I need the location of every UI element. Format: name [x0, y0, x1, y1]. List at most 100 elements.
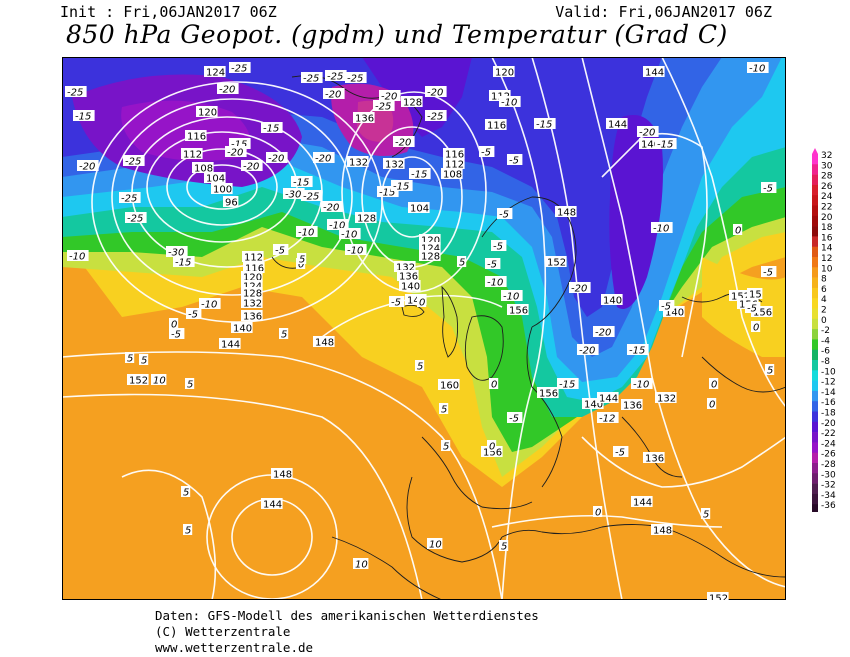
geopotential-label: 112 — [443, 158, 465, 171]
geopotential-label: 96 — [223, 196, 239, 209]
svg-text:-30: -30 — [285, 190, 301, 201]
temperature-label: 0 — [487, 440, 497, 453]
svg-text:-10: -10 — [298, 228, 314, 239]
colorbar-label: -2 — [821, 326, 830, 336]
svg-text:-5: -5 — [493, 242, 503, 253]
colorbar-label: -6 — [821, 347, 830, 357]
temperature-label: 5 — [499, 540, 509, 553]
svg-text:-12: -12 — [599, 414, 615, 425]
colorbar-cell — [812, 154, 818, 165]
svg-text:-5: -5 — [275, 246, 285, 257]
temperature-label: -10 — [339, 228, 361, 241]
temperature-label: -5 — [169, 328, 185, 341]
temperature-label: -10 — [327, 219, 349, 232]
svg-text:120: 120 — [243, 273, 262, 284]
geopotential-label: 144 — [631, 496, 653, 509]
svg-text:5: 5 — [299, 255, 305, 266]
svg-text:-25: -25 — [427, 112, 443, 123]
geopotential-label: 116 — [443, 148, 465, 161]
colorbar-cell — [812, 463, 818, 474]
svg-text:156: 156 — [509, 306, 528, 317]
temperature-label: 0 — [751, 321, 761, 334]
temperature-label: 0 — [417, 296, 427, 309]
colorbar-label: 26 — [821, 182, 833, 192]
temperature-label: 10 — [151, 374, 167, 387]
temperature-label: -5 — [273, 244, 289, 257]
geopotential-label: 136 — [353, 112, 375, 125]
svg-text:136: 136 — [645, 454, 664, 465]
temperature-label: -20 — [569, 282, 591, 295]
temperature-label: -10 — [651, 222, 673, 235]
colorbar-cell — [812, 390, 818, 402]
temperature-label: -20 — [217, 83, 239, 96]
svg-text:-15: -15 — [393, 182, 409, 193]
svg-text:148: 148 — [557, 208, 576, 219]
temperature-label: 5 — [765, 364, 775, 377]
geopotential-label: 132 — [655, 392, 677, 405]
geopotential-label: 116 — [243, 262, 265, 275]
svg-text:100: 100 — [213, 185, 232, 196]
colorbar-label: 12 — [821, 254, 832, 264]
colorbar-label: 10 — [821, 264, 833, 274]
geopotential-label: 140 — [231, 322, 253, 335]
colorbar-label: -12 — [821, 378, 836, 388]
geopotential-label: 156 — [751, 306, 773, 319]
svg-text:132: 132 — [396, 263, 415, 274]
svg-text:0: 0 — [735, 226, 741, 237]
svg-text:144: 144 — [608, 120, 627, 131]
temperature-label: -25 — [301, 190, 323, 203]
geopotential-label: 128 — [241, 287, 263, 300]
svg-text:-20: -20 — [325, 90, 341, 101]
geopotential-label: 104 — [408, 202, 430, 215]
colorbar-label: -4 — [821, 336, 830, 346]
geopotential-label: 136 — [241, 310, 263, 323]
svg-text:128: 128 — [403, 98, 422, 109]
colorbar-cell — [812, 452, 818, 464]
svg-text:-25: -25 — [303, 192, 319, 203]
svg-text:-25: -25 — [125, 157, 141, 168]
temperature-label: -5 — [485, 258, 501, 271]
colorbar-label: -14 — [821, 388, 836, 398]
svg-text:-10: -10 — [503, 292, 519, 303]
temperature-label: -15 — [627, 344, 649, 357]
geopotential-label: 156 — [507, 304, 529, 317]
svg-text:-15: -15 — [293, 178, 309, 189]
temperature-label: 5 — [439, 403, 449, 416]
svg-text:-10: -10 — [487, 278, 503, 289]
svg-text:112: 112 — [244, 253, 263, 264]
geopotential-label: 116 — [485, 119, 507, 132]
colorbar-label: -24 — [821, 439, 836, 449]
colorbar-cell — [812, 421, 818, 433]
temperature-label: 5 — [185, 378, 195, 391]
svg-text:0: 0 — [489, 442, 495, 453]
svg-text:-20: -20 — [571, 284, 587, 295]
colorbar-cell — [812, 236, 818, 247]
geopotential-label: 132 — [347, 156, 369, 169]
svg-text:-10: -10 — [633, 380, 649, 391]
geopotential-label: 104 — [204, 172, 226, 185]
svg-text:152: 152 — [731, 292, 750, 303]
colorbar-label: 18 — [821, 223, 833, 233]
svg-text:156: 156 — [753, 308, 772, 319]
svg-text:-20: -20 — [427, 88, 443, 99]
colorbar-cell — [812, 339, 818, 350]
temperature-label: -5 — [507, 154, 523, 167]
colorbar-label: 14 — [821, 244, 833, 254]
temperature-label: -20 — [393, 136, 415, 149]
temperature-label: -5 — [389, 296, 405, 309]
svg-text:0: 0 — [171, 320, 177, 331]
geopotential-label: 112 — [181, 148, 203, 161]
svg-text:136: 136 — [399, 272, 418, 283]
temperature-label: -15 — [409, 168, 431, 181]
temperature-label: -25 — [65, 86, 87, 99]
valid-time: Valid: Fri,06JAN2017 06Z — [555, 3, 772, 21]
svg-text:-20: -20 — [227, 148, 243, 159]
temperature-label: -25 — [373, 100, 395, 113]
colorbar-cell — [812, 473, 818, 484]
temperature-label: -25 — [123, 155, 145, 168]
temperature-label: -30 — [166, 246, 188, 259]
svg-text:5: 5 — [443, 442, 449, 453]
svg-text:0: 0 — [595, 508, 601, 519]
svg-text:132: 132 — [385, 160, 404, 171]
svg-text:116: 116 — [187, 132, 206, 143]
